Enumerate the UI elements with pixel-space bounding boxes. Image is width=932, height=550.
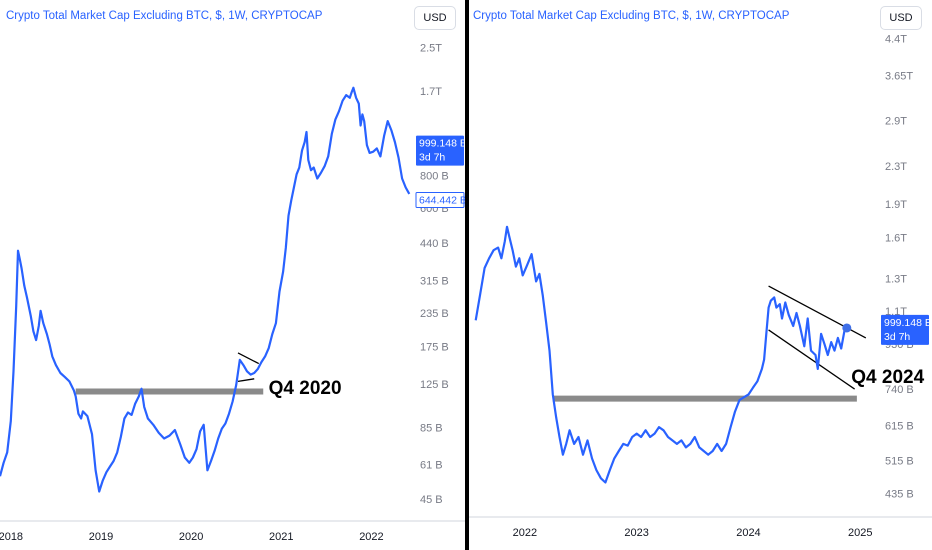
price-label-box	[881, 314, 929, 345]
x-tick-label: 2023	[624, 527, 648, 539]
trend-line	[237, 352, 260, 365]
y-tick-label: 235 B	[420, 308, 449, 320]
x-tick-label: 2022	[513, 527, 537, 539]
chart-title: Crypto Total Market Cap Excluding BTC, $…	[6, 10, 323, 22]
y-tick-label: 615 B	[885, 420, 914, 432]
price-label-value: 644.442 B	[419, 195, 465, 207]
price-label-value: 999.148 B	[884, 317, 932, 329]
y-tick-label: 2.5T	[420, 43, 442, 55]
y-tick-label: 740 B	[885, 384, 914, 396]
price-label-countdown: 3d 7h	[419, 152, 445, 164]
price-label-value: 999.148 B	[419, 138, 465, 150]
x-tick-label: 2020	[179, 531, 203, 543]
annotation-label: Q4 2020	[269, 378, 342, 399]
chart-title: Crypto Total Market Cap Excluding BTC, $…	[473, 10, 790, 22]
y-tick-label: 1.3T	[885, 273, 907, 285]
x-tick-label: 2019	[89, 531, 113, 543]
x-tick-label: 2024	[736, 527, 760, 539]
last-price-marker	[842, 323, 852, 333]
price-label-box	[416, 135, 464, 166]
trend-line	[237, 378, 255, 383]
y-tick-label: 4.4T	[885, 34, 907, 46]
chart-panel-left[interactable]: Crypto Total Market Cap Excluding BTC, $…	[0, 0, 465, 550]
y-tick-label: 2.9T	[885, 116, 907, 128]
y-tick-label: 1.9T	[885, 199, 907, 211]
currency-button[interactable]: USD	[880, 6, 922, 30]
y-tick-label: 3.65T	[885, 70, 913, 82]
x-tick-label: 2025	[848, 527, 872, 539]
panel-divider	[465, 0, 469, 550]
x-tick-label: 2021	[269, 531, 293, 543]
y-tick-label: 315 B	[420, 275, 449, 287]
y-tick-label: 800 B	[420, 171, 449, 183]
currency-button[interactable]: USD	[414, 6, 456, 30]
y-tick-label: 1.7T	[420, 86, 442, 98]
y-tick-label: 440 B	[420, 238, 449, 250]
series-line	[0, 86, 411, 493]
y-tick-label: 175 B	[420, 341, 449, 353]
chart-panel-right[interactable]: Crypto Total Market Cap Excluding BTC, $…	[469, 0, 932, 550]
x-tick-label: 2022	[359, 531, 383, 543]
y-tick-label: 435 B	[885, 489, 914, 501]
price-label-countdown: 3d 7h	[884, 331, 910, 343]
x-tick-label: 2018	[0, 531, 23, 543]
annotation-label: Q4 2024	[851, 367, 924, 388]
trend-line	[768, 329, 856, 390]
y-tick-label: 2.3T	[885, 161, 907, 173]
y-tick-label: 515 B	[885, 455, 914, 467]
y-tick-label: 45 B	[420, 494, 443, 506]
y-tick-label: 61 B	[420, 460, 443, 472]
y-tick-label: 125 B	[420, 379, 449, 391]
series-line	[474, 225, 848, 484]
price-label-box	[415, 192, 465, 209]
y-tick-label: 1.6T	[885, 233, 907, 245]
y-tick-label: 85 B	[420, 422, 443, 434]
